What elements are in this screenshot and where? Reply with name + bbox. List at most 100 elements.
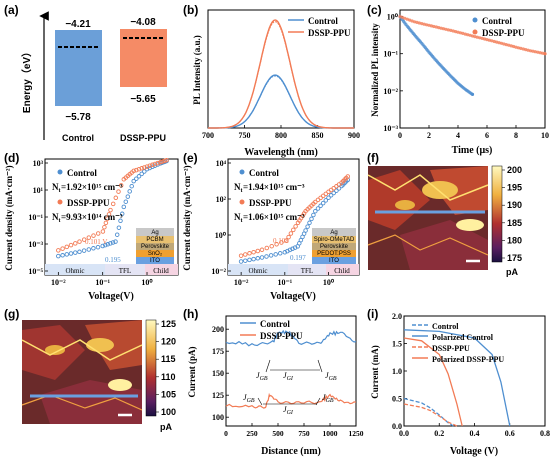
data-point xyxy=(487,38,491,42)
nt-dssp-symbol: Nt xyxy=(52,212,61,224)
data-point xyxy=(60,246,65,251)
panel-g: (g) 125 120 115 110 105 100 pA xyxy=(4,307,176,432)
data-point xyxy=(400,15,404,19)
data-point xyxy=(311,212,316,218)
data-point xyxy=(473,35,477,39)
data-point xyxy=(485,38,489,42)
colorbar-tick-label: 120 xyxy=(161,337,176,347)
y-tick-label: 10² xyxy=(216,195,227,204)
colorbar xyxy=(491,165,503,263)
y-tick-label: 150 xyxy=(212,369,224,378)
colorbar-tick-label: 185 xyxy=(507,218,522,228)
data-point xyxy=(425,23,429,27)
data-point xyxy=(116,225,122,230)
data-point xyxy=(495,40,499,44)
data-point xyxy=(123,199,129,204)
colorbar-unit: pA xyxy=(160,422,172,432)
x-tick-label: 10⁻² xyxy=(51,278,66,287)
annotation-line xyxy=(315,397,321,406)
axis-label-y: Current (mA) xyxy=(370,345,380,399)
data-point xyxy=(309,216,314,222)
jgi-annotation-top: JGI xyxy=(270,369,320,382)
data-point xyxy=(102,224,107,230)
series-dssp-line xyxy=(225,392,357,409)
data-point xyxy=(131,178,136,184)
afm-grain xyxy=(400,220,488,270)
y-tick-label: 10⁻³ xyxy=(28,240,43,249)
svg-text:JGB: JGB xyxy=(243,393,255,404)
data-point xyxy=(326,195,331,200)
colorbar-tick-label: 115 xyxy=(161,354,176,364)
j-subscript: GB xyxy=(326,398,334,404)
x-tick-label: 10⁻¹ xyxy=(95,278,110,287)
annotation-line xyxy=(317,359,323,373)
data-point xyxy=(121,204,127,210)
region-ohmic xyxy=(228,264,288,275)
y-tick-label: 10⁻³ xyxy=(383,124,398,133)
data-point xyxy=(155,160,160,166)
data-point xyxy=(100,229,106,234)
data-point xyxy=(103,220,109,226)
afm-grain-boundary xyxy=(367,174,489,201)
panel-label: (i) xyxy=(367,307,378,321)
panel-label: (g) xyxy=(4,307,19,321)
region-child-label: Child xyxy=(153,267,169,275)
layer-ito xyxy=(136,257,174,264)
panel-a: (a) Energy（eV） −4.21 −5.78 Control −4.08… xyxy=(4,3,167,143)
legend-swatch-dssp xyxy=(472,29,478,35)
j-subscript: GI xyxy=(287,376,294,382)
data-point xyxy=(64,252,70,257)
y-tick-label: 10⁻² xyxy=(211,267,226,276)
nt-dssp-symbol: Nt xyxy=(234,212,243,224)
afm-image xyxy=(21,320,143,424)
x-tick-label: 10⁻² xyxy=(234,278,249,287)
annotation-line xyxy=(257,397,263,406)
x-tick-label: 10⁰ xyxy=(141,278,153,287)
annotation-line xyxy=(265,359,271,373)
nt-control-symbol: Nt xyxy=(52,182,61,194)
series-control-points xyxy=(398,14,475,96)
j-subscript: GB xyxy=(329,376,337,382)
data-point xyxy=(60,253,65,258)
data-point xyxy=(432,24,436,29)
x-tick-label: 850 xyxy=(312,131,324,140)
data-point xyxy=(147,163,152,168)
control-category-label: Control xyxy=(62,133,94,143)
data-point xyxy=(150,164,155,170)
data-point xyxy=(422,22,426,26)
data-point xyxy=(100,243,105,249)
panel-label: (e) xyxy=(183,151,198,165)
data-point xyxy=(470,34,475,38)
nt-dssp-value: =1.06×10¹⁵ cm⁻³ xyxy=(243,212,305,222)
layer-3 xyxy=(312,243,356,250)
j-symbol: J xyxy=(243,393,247,402)
data-point xyxy=(328,193,334,198)
data-point xyxy=(279,240,284,245)
data-point xyxy=(56,248,61,253)
y-tick-label: 10⁻² xyxy=(383,87,398,96)
data-point xyxy=(456,30,460,34)
stack-label: Perovskite xyxy=(141,244,170,250)
panel-label: (d) xyxy=(4,151,19,165)
afm-grain xyxy=(368,170,430,230)
data-point xyxy=(255,248,261,254)
panel-d: (d) Ohmic TFL Child 10⁻² 10⁻¹ 10⁰ 10³10¹10… xyxy=(4,151,179,302)
colorbar-tick-label: 105 xyxy=(161,389,176,399)
data-point xyxy=(155,162,160,167)
data-point xyxy=(313,199,318,205)
data-point xyxy=(73,250,78,255)
data-point xyxy=(95,231,101,236)
data-point xyxy=(499,41,504,45)
x-tick-label: 750 xyxy=(239,131,251,140)
data-point xyxy=(293,224,298,229)
data-point xyxy=(108,241,113,246)
y-tick-label: 10⁰ xyxy=(387,13,399,22)
data-point xyxy=(77,239,82,244)
data-point xyxy=(504,43,508,47)
panel-f: (f) 200 195 190 185 180 175 pA xyxy=(367,151,522,277)
data-point xyxy=(420,22,424,26)
data-point xyxy=(64,244,70,250)
x-tick-label: 2 xyxy=(427,131,431,140)
legend-control: Control xyxy=(308,16,338,26)
data-point xyxy=(454,30,458,34)
